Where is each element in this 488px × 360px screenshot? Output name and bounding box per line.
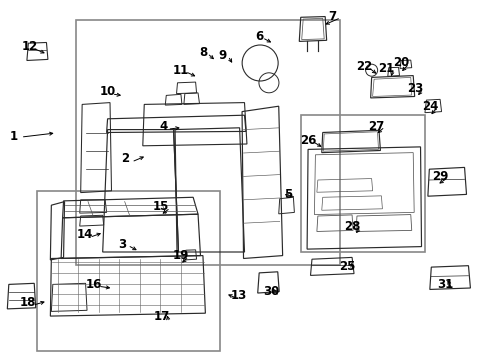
Bar (37, 191, 220, 351)
Text: 8: 8 (199, 46, 206, 59)
Text: 9: 9 (218, 49, 226, 62)
Text: 12: 12 (21, 40, 38, 53)
Text: 30: 30 (263, 285, 279, 298)
Text: 3: 3 (118, 238, 126, 251)
Text: 18: 18 (20, 296, 37, 309)
Text: 1: 1 (10, 130, 18, 143)
Text: 15: 15 (153, 201, 169, 213)
Text: 25: 25 (338, 260, 355, 273)
Text: 16: 16 (85, 278, 102, 291)
Text: 19: 19 (172, 249, 189, 262)
Text: 21: 21 (377, 62, 394, 75)
Text: 4: 4 (160, 120, 167, 132)
Text: 17: 17 (153, 310, 169, 323)
Text: 24: 24 (421, 100, 438, 113)
Text: 20: 20 (392, 57, 408, 69)
Text: 10: 10 (99, 85, 116, 98)
Text: 27: 27 (367, 120, 384, 132)
Text: 23: 23 (407, 82, 423, 95)
Bar (76, 20, 339, 265)
Bar (300, 115, 425, 252)
Text: 26: 26 (299, 134, 316, 147)
Text: 6: 6 (255, 30, 263, 42)
Text: 5: 5 (284, 188, 292, 201)
Text: 22: 22 (355, 60, 372, 73)
Text: 13: 13 (230, 289, 246, 302)
Text: 14: 14 (76, 228, 93, 240)
Text: 28: 28 (343, 220, 360, 233)
Text: 29: 29 (431, 170, 447, 183)
Text: 11: 11 (172, 64, 189, 77)
Text: 2: 2 (121, 152, 128, 165)
Text: 31: 31 (436, 278, 452, 291)
Text: 7: 7 (328, 10, 336, 23)
